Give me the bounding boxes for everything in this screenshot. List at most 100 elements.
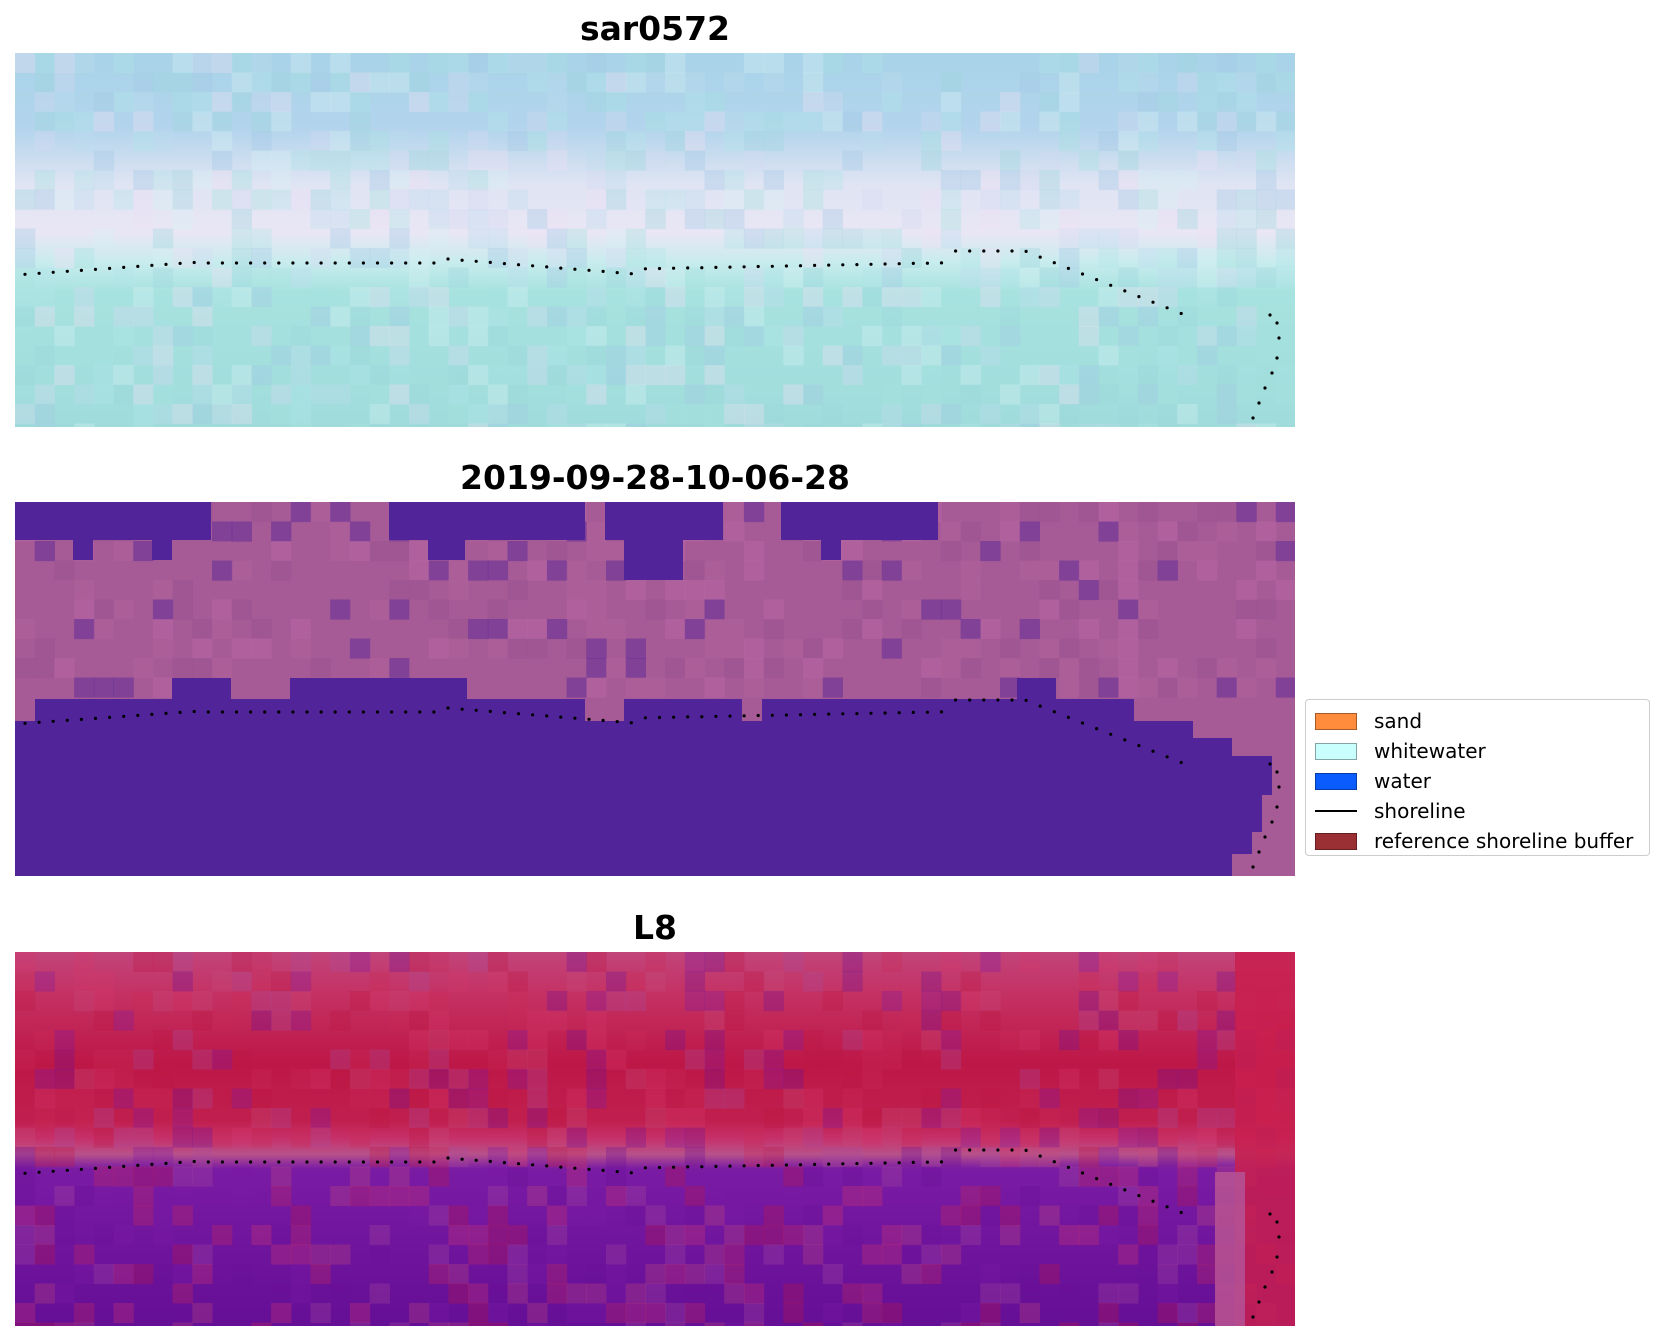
shoreline-point: [573, 267, 577, 271]
shoreline-point: [1165, 755, 1169, 759]
shoreline-point: [700, 1165, 704, 1169]
shoreline-point: [249, 1160, 253, 1164]
shoreline-point: [897, 711, 901, 715]
shoreline-point: [234, 261, 239, 265]
shoreline-point: [277, 710, 281, 714]
shoreline-point: [108, 715, 112, 719]
shoreline-point: [643, 267, 648, 271]
shoreline-point: [545, 714, 549, 718]
shoreline-point: [164, 262, 168, 266]
shoreline-point: [1038, 1154, 1042, 1158]
shoreline-point: [1151, 1199, 1155, 1203]
shoreline-point: [291, 261, 295, 265]
shoreline-point: [79, 268, 83, 272]
shoreline-point: [1263, 835, 1267, 839]
shoreline-point: [657, 715, 662, 720]
shoreline-point: [79, 1167, 83, 1171]
shoreline-point: [615, 720, 619, 724]
shoreline-point: [220, 261, 224, 265]
shoreline-point: [813, 1162, 817, 1166]
shoreline-point: [206, 261, 210, 265]
shoreline-point: [742, 1164, 746, 1168]
shoreline-point: [108, 266, 112, 270]
shoreline-point: [700, 715, 704, 719]
shoreline-point: [954, 249, 958, 253]
shoreline-point: [629, 272, 633, 276]
shoreline-point: [51, 1169, 55, 1173]
shoreline-point: [1179, 311, 1183, 316]
shoreline-point: [545, 265, 549, 269]
shoreline-point: [968, 249, 972, 253]
shoreline-point: [1066, 1165, 1070, 1169]
shoreline-point: [516, 712, 521, 716]
shoreline-point: [1080, 721, 1085, 725]
shoreline-point: [305, 1160, 309, 1164]
legend-label-water: water: [1374, 769, 1431, 793]
shoreline-point: [657, 1165, 662, 1170]
shoreline-point: [488, 709, 492, 713]
shoreline-point: [122, 714, 126, 718]
shoreline-point: [1109, 732, 1113, 736]
shoreline-point: [333, 1160, 337, 1164]
shoreline-point: [939, 710, 944, 714]
shoreline-point: [333, 261, 337, 265]
shoreline-point: [559, 1165, 563, 1169]
legend-label-shoreline: shoreline: [1374, 799, 1466, 823]
shoreline-point: [925, 1160, 930, 1164]
shoreline-point: [798, 713, 803, 717]
shoreline-point: [418, 261, 422, 265]
shoreline-point: [869, 262, 873, 266]
shoreline-point: [968, 698, 972, 702]
shoreline-point: [1275, 1220, 1279, 1224]
shoreline-point: [714, 714, 718, 718]
panel-title-sar: sar0572: [579, 9, 731, 48]
legend-item-whitewater: whitewater: [1314, 736, 1641, 766]
shoreline-point: [531, 1163, 535, 1167]
shoreline-point: [516, 1162, 521, 1166]
shoreline-point: [1151, 749, 1155, 753]
classified-image-raster: [15, 502, 1295, 876]
shoreline-point: [939, 261, 944, 265]
shoreline-point: [1123, 289, 1127, 293]
shoreline-point: [813, 712, 817, 716]
shoreline-point: [79, 717, 83, 721]
shoreline-point: [756, 264, 760, 269]
shoreline-point: [37, 720, 41, 724]
shoreline-point: [1270, 371, 1274, 375]
shoreline-point: [122, 1164, 126, 1168]
shoreline-trace-classified: [23, 698, 1281, 869]
shoreline-point: [855, 263, 859, 267]
legend-item-water: water: [1314, 766, 1641, 796]
shoreline-point: [291, 1160, 295, 1164]
shoreline-point: [488, 260, 492, 264]
shoreline-point: [1024, 249, 1028, 253]
shoreline-point: [1052, 710, 1056, 714]
shoreline-point: [587, 717, 591, 721]
shoreline-point: [432, 261, 436, 265]
shoreline-point: [827, 1162, 831, 1166]
shoreline-point: [728, 265, 732, 269]
shoreline-point: [911, 710, 915, 714]
shoreline-point: [1251, 416, 1255, 420]
shoreline-point: [418, 1160, 422, 1164]
shoreline-point: [51, 719, 55, 723]
shoreline-point: [1277, 785, 1281, 789]
shoreline-point: [1270, 820, 1274, 824]
shoreline-point: [390, 710, 394, 714]
l8-image-raster: [15, 952, 1295, 1326]
shoreline-point: [742, 265, 746, 269]
shoreline-point: [1010, 698, 1014, 702]
shoreline-point: [1179, 760, 1183, 765]
shoreline-point: [390, 261, 394, 265]
shoreline-point: [827, 263, 831, 267]
shoreline-point: [1277, 336, 1281, 340]
shoreline-point: [1263, 386, 1267, 390]
shoreline-point: [361, 1160, 365, 1164]
shoreline-point: [65, 269, 69, 273]
shoreline-point: [291, 710, 295, 714]
shoreline-point: [1024, 698, 1028, 702]
shoreline-point: [1137, 295, 1141, 299]
shoreline-point: [319, 261, 323, 265]
shoreline-point: [1080, 272, 1085, 276]
shoreline-point: [432, 1160, 436, 1164]
